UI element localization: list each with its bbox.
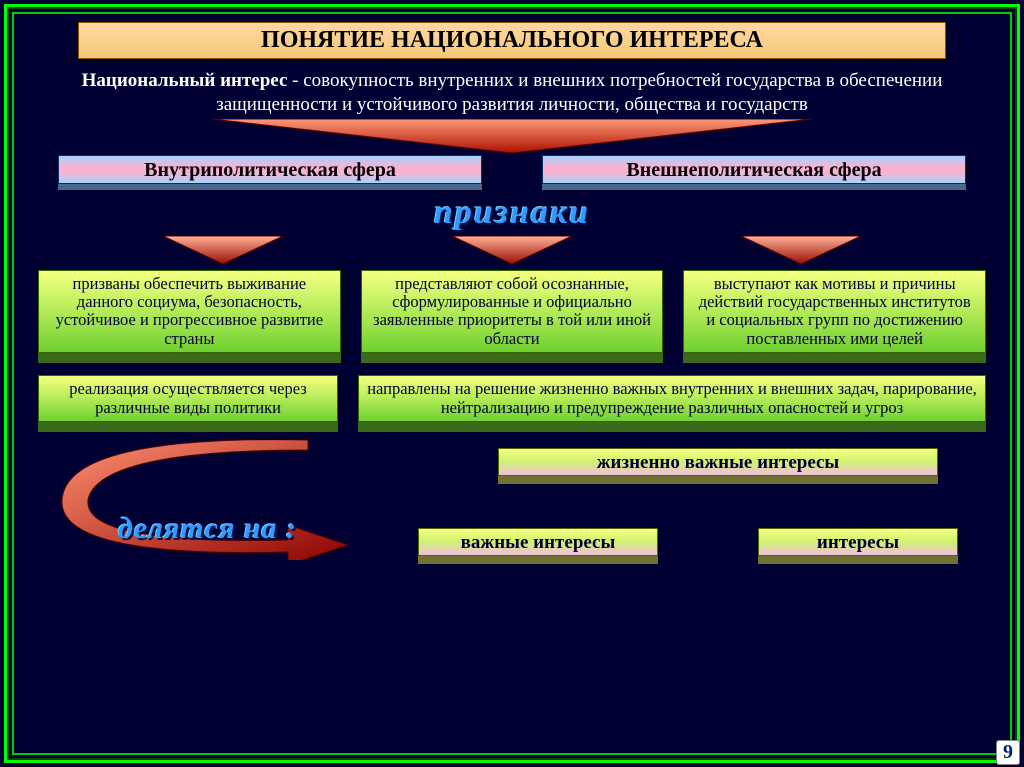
sphere-internal: Внутриполитическая сфера — [58, 155, 482, 184]
definition-term: Национальный интерес — [82, 70, 288, 91]
big-down-arrow — [212, 119, 812, 153]
sphere-row: Внутриполитическая сфера Внешнеполитичес… — [58, 155, 966, 184]
delyatsya-label: делятся на : — [118, 512, 297, 546]
feature-box-1: призваны обеспечить выживание данного со… — [38, 270, 341, 354]
small-arrow-1 — [163, 236, 283, 264]
features-row-2: реализация осуществляется через различны… — [38, 375, 986, 422]
feature-box-5: направлены на решение жизненно важных вн… — [358, 375, 986, 422]
feature-box-3: выступают как мотивы и причины действий … — [683, 270, 986, 354]
sphere-external: Внешнеполитическая сфера — [542, 155, 966, 184]
features-row-1: призваны обеспечить выживание данного со… — [38, 270, 986, 354]
priznaki-row: признаки — [18, 194, 1006, 232]
bottom-area: делятся на : жизненно важные интересы ва… — [18, 440, 1006, 610]
interest-important: важные интересы — [418, 528, 658, 556]
priznaki-label: признаки — [414, 194, 610, 232]
definition-body: - совокупность внутренних и внешних потр… — [216, 70, 942, 115]
title-banner: ПОНЯТИЕ НАЦИОНАЛЬНОГО ИНТЕРЕСА — [78, 22, 946, 59]
interest-plain: интересы — [758, 528, 958, 556]
feature-box-4: реализация осуществляется через различны… — [38, 375, 338, 422]
small-arrow-3 — [741, 236, 861, 264]
slide-content: ПОНЯТИЕ НАЦИОНАЛЬНОГО ИНТЕРЕСА Националь… — [18, 18, 1006, 749]
interest-vital: жизненно важные интересы — [498, 448, 938, 476]
small-arrows-row — [78, 236, 946, 264]
feature-box-2: представляют собой осознанные, сформулир… — [361, 270, 664, 354]
page-number: 9 — [996, 740, 1020, 765]
small-arrow-2 — [452, 236, 572, 264]
definition-text: Национальный интерес - совокупность внут… — [48, 69, 976, 117]
